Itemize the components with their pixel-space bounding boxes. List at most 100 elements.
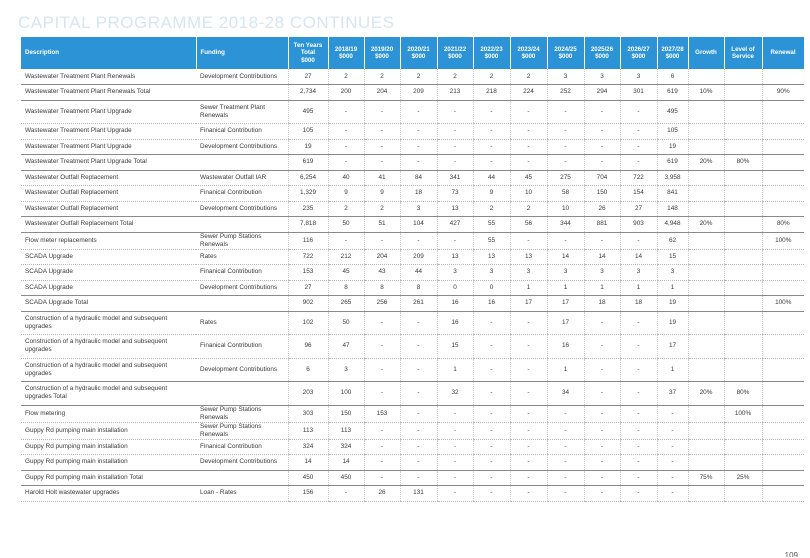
value-cell: 17 bbox=[656, 334, 688, 359]
value-cell: 17 bbox=[509, 295, 547, 312]
column-header-line: $000 bbox=[411, 53, 426, 60]
value-cell: - bbox=[619, 139, 657, 155]
value-cell: - bbox=[583, 154, 620, 171]
value-cell: 116 bbox=[287, 232, 328, 250]
value-cell: - bbox=[546, 232, 584, 250]
value-cell: - bbox=[327, 100, 364, 124]
value-cell: 44 bbox=[472, 170, 510, 186]
table-row: Construction of a hydraulic model and su… bbox=[21, 311, 804, 335]
value-cell: 13 bbox=[509, 249, 547, 265]
value-cell: - bbox=[363, 311, 400, 335]
column-header-line: Funding bbox=[200, 49, 225, 57]
value-cell bbox=[687, 280, 724, 296]
value-cell: 209 bbox=[399, 249, 437, 265]
value-cell bbox=[723, 185, 762, 202]
value-cell: - bbox=[509, 439, 547, 455]
value-cell: - bbox=[436, 154, 473, 171]
value-cell: 235 bbox=[287, 201, 328, 217]
value-cell: 3 bbox=[399, 201, 437, 217]
value-cell: 9 bbox=[363, 185, 400, 202]
value-cell: - bbox=[363, 334, 400, 359]
value-cell: 17 bbox=[546, 295, 584, 312]
value-cell: 324 bbox=[327, 439, 364, 455]
value-cell: 20% bbox=[687, 154, 724, 171]
value-cell: - bbox=[472, 358, 510, 382]
value-cell bbox=[687, 454, 724, 471]
funding-cell: Sewer Pump Stations Renewals bbox=[196, 232, 288, 250]
value-cell: 903 bbox=[619, 216, 657, 233]
value-cell: - bbox=[363, 439, 400, 455]
value-cell: 1 bbox=[656, 358, 688, 382]
value-cell: 14 bbox=[619, 249, 657, 265]
value-cell: 100 bbox=[327, 381, 364, 406]
value-cell: - bbox=[363, 454, 400, 471]
value-cell: - bbox=[509, 469, 547, 486]
value-cell: 6 bbox=[656, 69, 688, 85]
value-cell: - bbox=[436, 439, 473, 455]
header-row: Description Funding Ten Years Total $000 2018… bbox=[21, 37, 805, 69]
column-header-line: $000 bbox=[595, 53, 609, 60]
value-cell: 294 bbox=[583, 84, 620, 101]
description-cell: SCADA Upgrade Total bbox=[21, 295, 196, 312]
funding-cell: Development Contributions bbox=[196, 454, 288, 471]
value-cell: - bbox=[363, 139, 400, 155]
value-cell: - bbox=[472, 311, 510, 335]
value-cell: - bbox=[363, 154, 400, 171]
value-cell: 6,254 bbox=[287, 170, 328, 186]
value-cell bbox=[761, 422, 804, 440]
value-cell: 25% bbox=[723, 469, 762, 486]
value-cell: 40 bbox=[327, 170, 364, 186]
value-cell: - bbox=[399, 405, 437, 423]
value-cell: - bbox=[509, 100, 547, 124]
value-cell: 27 bbox=[287, 69, 328, 85]
table-row: Wastewater Outfall Replacement Finanical … bbox=[21, 185, 804, 202]
value-cell: 10% bbox=[687, 84, 724, 101]
column-header-line: 2021/22 bbox=[443, 45, 467, 53]
value-cell: - bbox=[436, 100, 473, 124]
value-cell: 8 bbox=[363, 280, 400, 296]
value-cell: 427 bbox=[436, 216, 473, 233]
value-cell: 881 bbox=[583, 216, 620, 233]
value-cell: - bbox=[472, 100, 510, 124]
value-cell bbox=[761, 249, 804, 265]
value-cell bbox=[761, 123, 804, 140]
value-cell: - bbox=[399, 381, 437, 406]
value-cell bbox=[723, 439, 762, 455]
value-cell: 2 bbox=[509, 201, 547, 217]
column-header-line: Total bbox=[300, 49, 316, 57]
value-cell: - bbox=[509, 123, 547, 140]
value-cell: - bbox=[327, 154, 364, 171]
description-cell: Guppy Rd pumping main installation bbox=[21, 439, 196, 455]
value-cell: 13 bbox=[436, 201, 473, 217]
funding-cell: Development Contributions bbox=[196, 358, 288, 382]
value-cell: 2 bbox=[509, 69, 547, 85]
column-header-line: Growth bbox=[695, 49, 717, 57]
value-cell bbox=[687, 264, 724, 281]
value-cell: - bbox=[619, 358, 657, 382]
table-row: Wastewater Treatment Plant Upgrade Sewer … bbox=[21, 100, 804, 124]
table-row: SCADA Upgrade Rates 722 212 204 209 13 13 13 14 14… bbox=[21, 249, 804, 265]
value-cell: 45 bbox=[509, 170, 547, 186]
description-cell: Wastewater Treatment Plant Upgrade Total bbox=[21, 154, 196, 171]
value-cell: 18 bbox=[619, 295, 657, 312]
value-cell: 10 bbox=[509, 185, 547, 202]
value-cell: 1 bbox=[436, 358, 473, 382]
table-header: Description Funding Ten Years Total $000 2018… bbox=[21, 37, 805, 69]
value-cell: - bbox=[656, 439, 688, 455]
value-cell bbox=[761, 170, 804, 186]
funding-cell: Sewer Pump Stations Renewals bbox=[196, 422, 288, 440]
value-cell: 26 bbox=[363, 485, 400, 502]
value-cell: - bbox=[399, 139, 437, 155]
value-cell: - bbox=[619, 485, 657, 502]
value-cell: 80% bbox=[723, 154, 762, 171]
value-cell: 96 bbox=[287, 334, 328, 359]
funding-cell bbox=[196, 216, 288, 233]
value-cell bbox=[761, 405, 804, 423]
description-cell: Wastewater Outfall Replacement bbox=[21, 185, 196, 202]
table-row: SCADA Upgrade Finanical Contribution 153 45… bbox=[21, 264, 804, 281]
value-cell: - bbox=[546, 454, 584, 471]
value-cell bbox=[687, 422, 724, 440]
value-cell: - bbox=[472, 422, 510, 440]
value-cell: - bbox=[619, 311, 657, 335]
value-cell: 153 bbox=[287, 264, 328, 281]
